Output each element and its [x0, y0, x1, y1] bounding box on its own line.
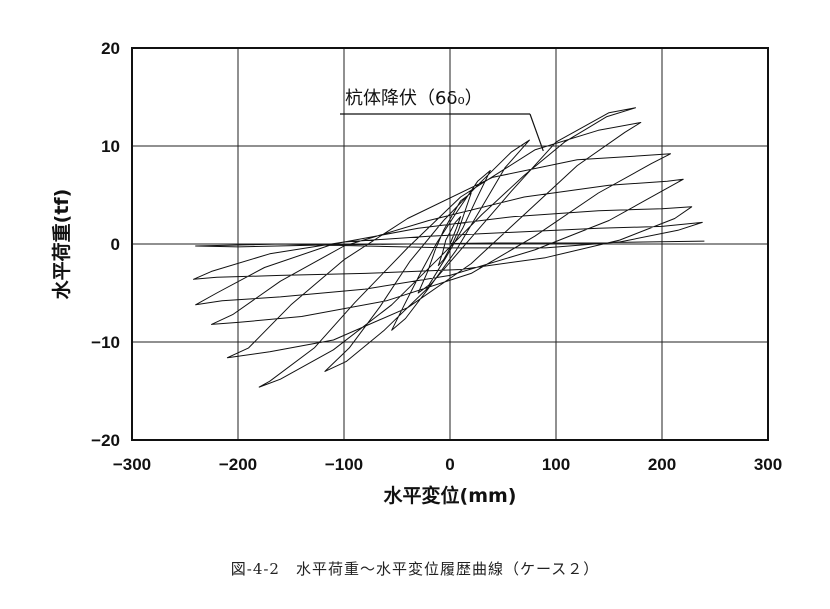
- annotation: 杭体降伏（6δ₀）: [340, 88, 544, 152]
- plot-frame: [131, 47, 769, 441]
- annotation-label: 杭体降伏（6δ₀）: [345, 88, 483, 109]
- y-tick-label: −10: [91, 333, 120, 352]
- x-axis-title: 水平変位(mm): [384, 484, 517, 507]
- x-tick-label: −200: [219, 455, 257, 474]
- x-tick-label: −300: [113, 455, 151, 474]
- x-tick-label: 0: [445, 455, 454, 474]
- x-tick-label: −100: [325, 455, 363, 474]
- y-tick-label: 0: [111, 235, 120, 254]
- hysteresis-series-line-0: [193, 107, 705, 388]
- x-tick-label: 100: [542, 455, 570, 474]
- x-tick-label: 300: [754, 455, 782, 474]
- figure-caption: 図-4-2 水平荷重〜水平変位履歴曲線（ケース２）: [230, 560, 600, 578]
- y-tick-label: −20: [91, 431, 120, 450]
- y-tick-label: 20: [101, 39, 120, 58]
- y-tick-label: 10: [101, 137, 120, 156]
- annotation-leader-line: [529, 113, 544, 152]
- x-tick-label: 200: [648, 455, 676, 474]
- y-axis-title: 水平荷重(tf): [50, 189, 73, 300]
- series-layer: [193, 107, 705, 388]
